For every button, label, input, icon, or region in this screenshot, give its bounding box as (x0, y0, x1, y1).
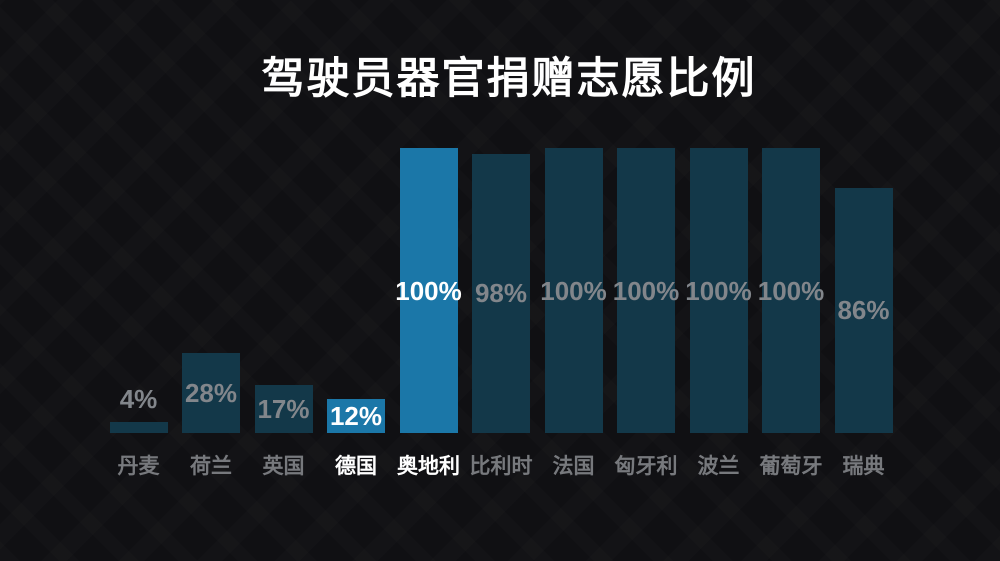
bar-value-label: 100% (685, 275, 752, 306)
bar-category-label: 匈牙利 (614, 455, 678, 478)
bar-category-label: 葡萄牙 (759, 455, 823, 478)
chart-title: 驾驶员器官捐赠志愿比例 (261, 55, 757, 103)
bar-group: 17% 英国 (244, 384, 324, 478)
bar-value-label: 28% (184, 378, 238, 409)
bar (109, 421, 168, 433)
bar (544, 148, 603, 433)
bar-category-label: 奥地利 (397, 455, 460, 478)
bar (472, 153, 530, 433)
bar (617, 148, 675, 433)
bar (399, 148, 458, 433)
bar (689, 148, 748, 433)
bar-value-label: 100% (757, 275, 825, 306)
bar-group: 100% 葡萄牙 (751, 148, 831, 478)
bar (327, 398, 385, 433)
bar-group: 28% 荷兰 (171, 353, 251, 478)
bar-group: 12% 德国 (316, 398, 396, 478)
bar-category-label: 荷兰 (190, 455, 232, 478)
bar-category-label: 法国 (552, 455, 595, 478)
bar-group: 100% 匈牙利 (606, 148, 686, 478)
bar-value-label: 17% (257, 393, 310, 424)
bar-value-label: 12% (329, 400, 383, 431)
bar-group: 100% 奥地利 (389, 148, 469, 478)
bar (762, 148, 820, 433)
bar-category-label: 丹麦 (117, 455, 160, 478)
bar-group: 86% 瑞典 (824, 187, 904, 478)
bar (182, 353, 240, 433)
bar-value-label: 100% (395, 275, 462, 306)
bar (834, 187, 893, 433)
bar-category-label: 波兰 (697, 455, 740, 478)
bar-value-label: 4% (119, 383, 158, 414)
bar-value-label: 100% (540, 275, 607, 306)
bar-value-label: 98% (474, 278, 528, 309)
bar-value-label: 100% (612, 275, 680, 306)
bar-group: 100% 波兰 (679, 148, 759, 478)
bar-value-label: 86% (837, 295, 890, 326)
bar-category-label: 比利时 (469, 455, 533, 478)
bar-category-label: 英国 (262, 455, 305, 478)
bar-group: 100% 法国 (534, 148, 614, 478)
bar-category-label: 瑞典 (842, 455, 885, 478)
bar-category-label: 德国 (335, 455, 377, 478)
bar (254, 384, 313, 433)
bar-group: 4% 丹麦 (99, 386, 179, 478)
bar-group: 98% 比利时 (461, 153, 541, 478)
